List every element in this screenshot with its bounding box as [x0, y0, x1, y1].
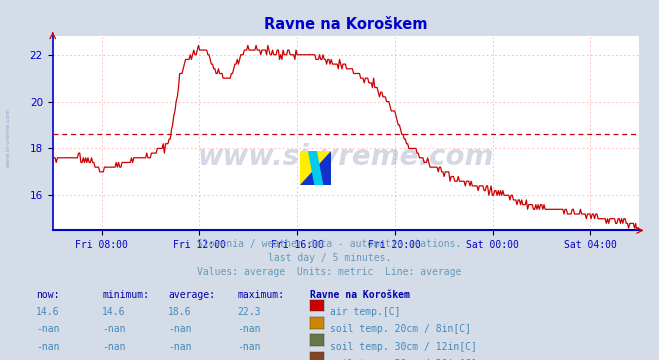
Text: Values: average  Units: metric  Line: average: Values: average Units: metric Line: aver…: [197, 267, 462, 277]
Text: last day / 5 minutes.: last day / 5 minutes.: [268, 253, 391, 263]
Text: -nan: -nan: [36, 342, 60, 352]
Text: -nan: -nan: [102, 359, 126, 360]
Text: -nan: -nan: [237, 342, 261, 352]
Text: soil temp. 20cm / 8in[C]: soil temp. 20cm / 8in[C]: [330, 324, 471, 334]
Polygon shape: [300, 151, 331, 185]
Text: www.si-vreme.com: www.si-vreme.com: [198, 143, 494, 171]
Text: maximum:: maximum:: [237, 290, 284, 300]
Text: Slovenia / weather data - automatic stations.: Slovenia / weather data - automatic stat…: [197, 239, 462, 249]
Text: minimum:: minimum:: [102, 290, 149, 300]
Text: now:: now:: [36, 290, 60, 300]
Text: -nan: -nan: [102, 324, 126, 334]
Text: -nan: -nan: [36, 359, 60, 360]
Polygon shape: [300, 151, 331, 185]
Text: average:: average:: [168, 290, 215, 300]
Polygon shape: [308, 151, 323, 185]
Text: -nan: -nan: [102, 342, 126, 352]
Text: soil temp. 50cm / 20in[C]: soil temp. 50cm / 20in[C]: [330, 359, 476, 360]
Text: -nan: -nan: [36, 324, 60, 334]
Text: soil temp. 30cm / 12in[C]: soil temp. 30cm / 12in[C]: [330, 342, 476, 352]
Text: -nan: -nan: [168, 324, 192, 334]
Text: Ravne na Koroškem: Ravne na Koroškem: [310, 290, 410, 300]
Text: -nan: -nan: [168, 342, 192, 352]
Text: 22.3: 22.3: [237, 307, 261, 317]
Text: -nan: -nan: [168, 359, 192, 360]
Text: 18.6: 18.6: [168, 307, 192, 317]
Text: -nan: -nan: [237, 359, 261, 360]
Text: air temp.[C]: air temp.[C]: [330, 307, 400, 317]
Text: -nan: -nan: [237, 324, 261, 334]
Text: 14.6: 14.6: [36, 307, 60, 317]
Text: www.si-vreme.com: www.si-vreme.com: [5, 107, 11, 167]
Title: Ravne na Koroškem: Ravne na Koroškem: [264, 17, 428, 32]
Text: 14.6: 14.6: [102, 307, 126, 317]
